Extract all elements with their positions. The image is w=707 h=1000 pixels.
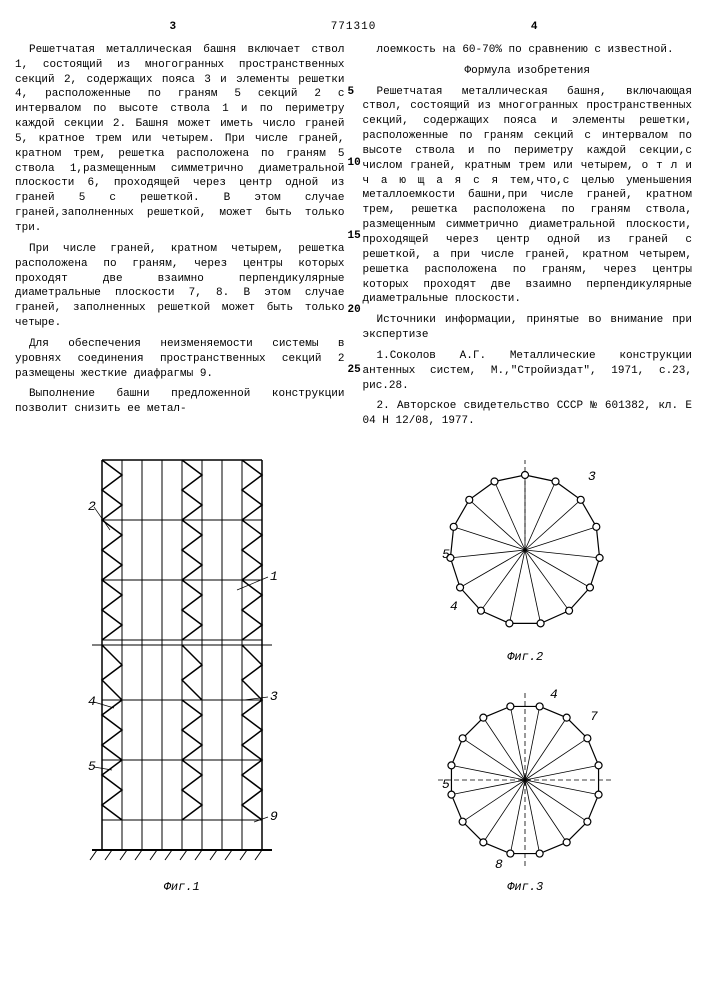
fig-label: 4: [88, 694, 96, 709]
document-number: 771310: [331, 20, 377, 35]
figure-2: 3 5 4 Фиг.2: [420, 450, 630, 665]
paragraph: лоемкость на 60-70% по сравнению с извес…: [363, 43, 693, 58]
line-number: 5: [348, 85, 355, 100]
figure-3: 4 7 5 8 Фиг.3: [420, 680, 630, 895]
fig-label: 2: [88, 499, 96, 514]
fig-label: 9: [270, 809, 278, 824]
figure-3-svg: 4 7 5 8: [420, 680, 630, 870]
source-item: 1.Соколов А.Г. Металлические конструкции…: [363, 349, 693, 394]
fig-label: 3: [270, 689, 278, 704]
line-number: 10: [348, 156, 361, 171]
line-number: 25: [348, 363, 361, 378]
paragraph: При числе граней, кратном четырем, решет…: [15, 242, 345, 331]
figure-caption: Фиг.1: [15, 879, 349, 895]
fig-label: 5: [88, 759, 96, 774]
figure-caption: Фиг.2: [420, 649, 630, 665]
fig-label: 7: [590, 709, 598, 724]
line-number: 15: [348, 229, 361, 244]
fig-label: 4: [550, 687, 558, 702]
page-number-left: 3: [15, 20, 331, 35]
paragraph: Решетчатая металлическая башня включает …: [15, 43, 345, 236]
paragraph: Решетчатая металлическая башня, включающ…: [363, 85, 693, 308]
fig-label: 4: [450, 599, 458, 614]
figure-2-svg: 3 5 4: [420, 450, 630, 640]
paragraph: Выполнение башни предложенной конструкци…: [15, 387, 345, 417]
source-item: 2. Авторское свидетельство СССР № 601382…: [363, 399, 693, 429]
fig-label: 5: [442, 777, 450, 792]
fig-label: 3: [588, 469, 596, 484]
left-column: Решетчатая металлическая башня включает …: [15, 43, 345, 435]
formula-heading: Формула изобретения: [363, 64, 693, 79]
right-column: 5 10 15 20 25 лоемкость на 60-70% по сра…: [363, 43, 693, 435]
fig-label: 8: [495, 857, 503, 870]
fig-label: 1: [270, 569, 278, 584]
figure-1: 2 1 3 4 5 9 Фиг.1: [15, 450, 349, 895]
figure-1-svg: 2 1 3 4 5 9: [72, 450, 292, 870]
line-number: 20: [348, 303, 361, 318]
paragraph: Для обеспечения неизменяемости системы в…: [15, 337, 345, 382]
fig-label: 5: [442, 547, 450, 562]
sources-heading: Источники информации, принятые во вниман…: [363, 313, 693, 343]
page-number-right: 4: [376, 20, 692, 35]
figure-caption: Фиг.3: [420, 879, 630, 895]
